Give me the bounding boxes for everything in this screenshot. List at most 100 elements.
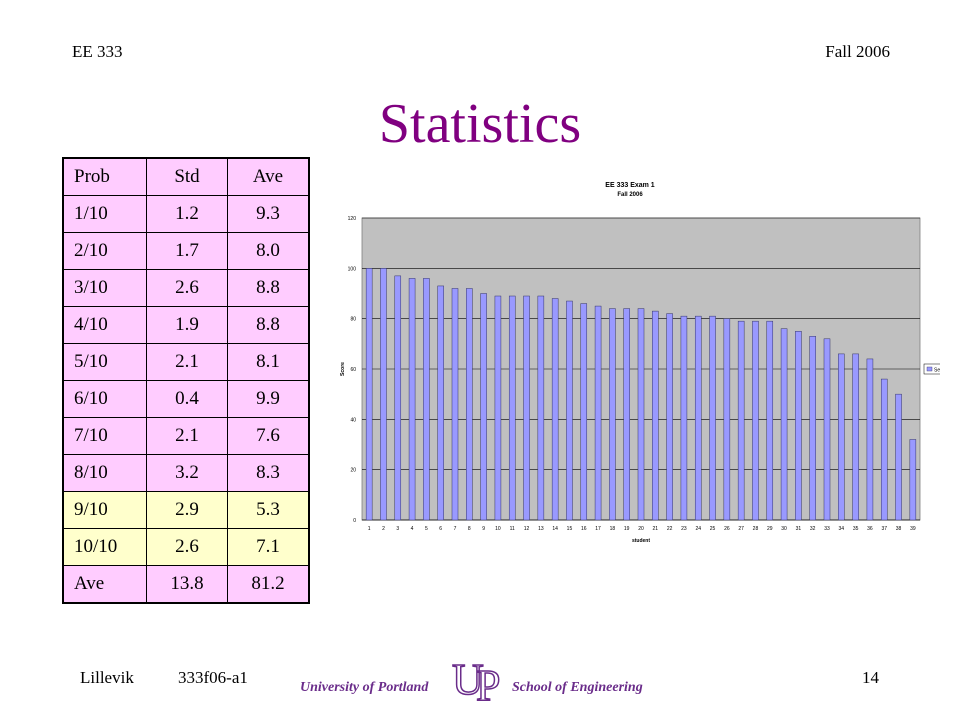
- table-row: 2/10 1.7 8.0: [62, 232, 310, 270]
- term-label: Fall 2006: [825, 42, 890, 61]
- slide-title: Statistics: [378, 93, 582, 155]
- x-tick-label: 27: [738, 526, 744, 532]
- x-tick-label: 3: [396, 526, 399, 532]
- chart-bar: [752, 320, 759, 521]
- chart-bar: [737, 320, 745, 521]
- footer-code: 333f06-a1: [178, 668, 248, 687]
- table-cell: 2.6: [146, 528, 228, 566]
- chart-bar: [408, 278, 416, 521]
- table-cell: 2/10: [62, 232, 147, 270]
- x-tick-label: 16: [581, 526, 587, 532]
- table-cell: 3.2: [146, 454, 228, 492]
- table-cell: 5/10: [62, 343, 147, 381]
- x-tick-label: 9: [482, 526, 485, 532]
- x-tick-label: 36: [867, 526, 873, 532]
- x-tick-label: 8: [468, 526, 471, 532]
- x-tick-label: 33: [824, 526, 830, 532]
- chart-bar: [494, 295, 502, 521]
- y-tick-label: 60: [350, 367, 356, 373]
- school-name: School of Engineering: [512, 680, 643, 695]
- x-tick-label: 17: [595, 526, 601, 532]
- table-cell: Prob: [62, 157, 147, 196]
- chart-bar: [637, 308, 645, 521]
- table-cell: 8.8: [227, 269, 310, 307]
- x-tick-label: 11: [510, 526, 515, 532]
- chart-bar: [852, 353, 859, 521]
- x-tick-label: 24: [695, 526, 701, 532]
- y-axis-label: Score: [340, 362, 346, 376]
- chart-bar: [666, 313, 673, 521]
- statistics-table: Prob Std Ave 1/10 1.2 9.3 2/10 1.7 8.0 3/10 2.6 8.8…: [62, 157, 310, 604]
- table-row: 7/10 2.1 7.6: [62, 417, 310, 455]
- table-row: 9/10 2.9 5.3: [62, 491, 310, 529]
- table-row: 4/10 1.9 8.8: [62, 306, 310, 344]
- table-row: 6/10 0.4 9.9: [62, 380, 310, 418]
- table-cell: 8/10: [62, 454, 147, 492]
- chart-bar: [838, 353, 845, 521]
- chart-bar: [451, 288, 459, 521]
- x-tick-label: 12: [524, 526, 530, 532]
- chart-bar: [523, 295, 530, 521]
- chart-bar: [780, 328, 788, 521]
- x-tick-label: 23: [681, 526, 687, 532]
- table-total-row: Ave 13.8 81.2: [62, 565, 310, 604]
- table-cell: 7.1: [227, 528, 310, 566]
- table-cell: 8.8: [227, 306, 310, 344]
- chart-bar: [566, 300, 573, 521]
- chart-bar: [809, 336, 816, 521]
- university-name: University of Portland: [300, 680, 429, 695]
- x-tick-label: 20: [638, 526, 644, 532]
- university-logo: University of Portland U P School of Eng…: [300, 654, 660, 704]
- x-tick-label: 14: [552, 526, 558, 532]
- x-tick-label: 25: [710, 526, 716, 532]
- table-row: 5/10 2.1 8.1: [62, 343, 310, 381]
- chart-bar: [823, 338, 831, 521]
- x-tick-label: 37: [881, 526, 887, 532]
- x-tick-label: 30: [781, 526, 787, 532]
- chart-bar: [580, 303, 588, 521]
- table-cell: Ave: [62, 565, 147, 604]
- table-cell: 2.9: [146, 491, 228, 529]
- table-cell: 8.1: [227, 343, 310, 381]
- x-tick-label: 26: [724, 526, 730, 532]
- table-row: 3/10 2.6 8.8: [62, 269, 310, 307]
- chart-bar: [423, 278, 430, 521]
- y-tick-label: 120: [348, 216, 357, 222]
- y-tick-label: 40: [350, 417, 356, 423]
- chart-bar: [508, 295, 516, 521]
- table-cell: 81.2: [227, 565, 310, 604]
- table-cell: 1.7: [146, 232, 228, 270]
- table-cell: 5.3: [227, 491, 310, 529]
- chart-bar: [594, 305, 602, 521]
- table-cell: 1.2: [146, 195, 228, 233]
- x-tick-label: 18: [610, 526, 616, 532]
- table-cell: 2.1: [146, 417, 228, 455]
- table-cell: Ave: [227, 157, 310, 196]
- chart-bar: [466, 288, 473, 521]
- x-tick-label: 2: [382, 526, 385, 532]
- x-tick-label: 28: [753, 526, 759, 532]
- y-tick-label: 20: [350, 468, 356, 474]
- table-cell: 7.6: [227, 417, 310, 455]
- x-tick-label: 38: [896, 526, 902, 532]
- course-label: EE 333: [72, 42, 123, 61]
- chart-bar: [709, 315, 716, 521]
- chart-bar: [437, 285, 444, 521]
- chart-bar: [866, 358, 874, 521]
- y-tick-label: 0: [353, 518, 356, 524]
- table-cell: 1.9: [146, 306, 228, 344]
- table-cell: 1/10: [62, 195, 147, 233]
- x-axis-label: student: [632, 538, 650, 544]
- chart-bar: [537, 295, 545, 521]
- chart-bar: [909, 439, 917, 521]
- chart-bar: [795, 331, 802, 521]
- x-tick-label: 1: [368, 526, 371, 532]
- table-cell: 10/10: [62, 528, 147, 566]
- x-tick-label: 31: [796, 526, 802, 532]
- table-cell: 8.3: [227, 454, 310, 492]
- x-tick-label: 29: [767, 526, 773, 532]
- table-row: 8/10 3.2 8.3: [62, 454, 310, 492]
- x-tick-label: 35: [853, 526, 859, 532]
- chart-title: EE 333 Exam 1: [605, 182, 655, 189]
